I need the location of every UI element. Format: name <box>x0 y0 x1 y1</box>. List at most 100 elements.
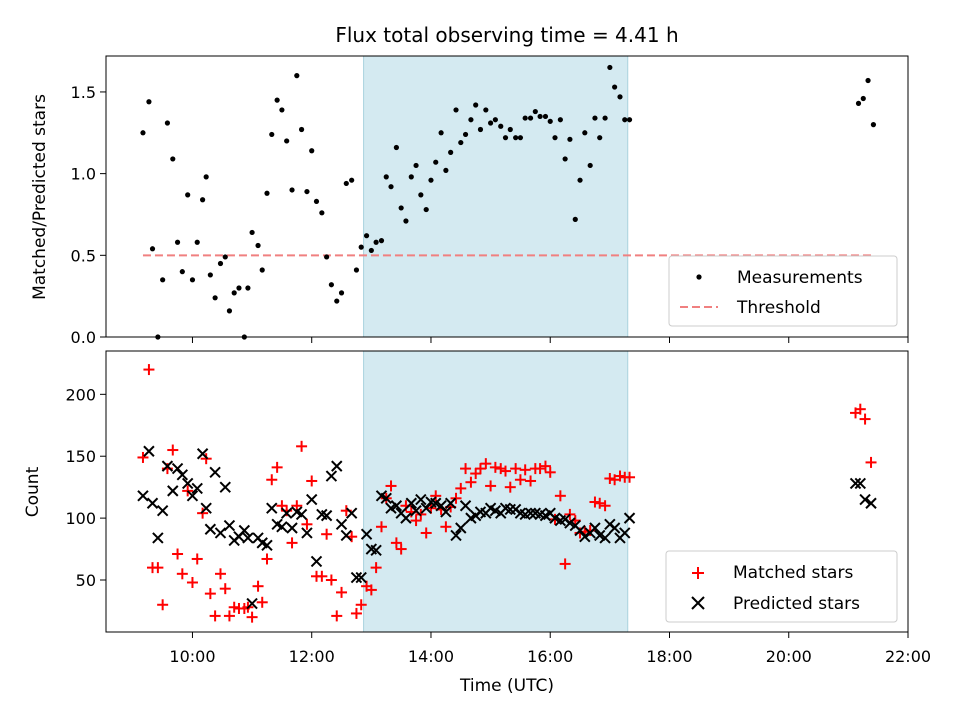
measurement-point <box>140 130 146 136</box>
predicted-star-point <box>156 504 169 517</box>
top-shaded-span <box>363 55 629 338</box>
predicted-star-point <box>859 493 871 506</box>
measurement-point <box>274 97 280 103</box>
matched-star-point <box>495 463 507 475</box>
top-legend: Measurements Threshold <box>668 255 898 327</box>
measurement-point <box>194 239 200 245</box>
measurement-point <box>378 238 385 244</box>
top-plot-frame <box>105 55 909 338</box>
measurement-point <box>567 136 573 142</box>
predicted-stars-series <box>137 445 877 610</box>
measurement-point <box>547 118 553 124</box>
matched-star-point <box>514 474 526 486</box>
predicted-star-point <box>223 519 236 532</box>
measurement-point <box>542 113 549 120</box>
predicted-star-point <box>209 466 221 479</box>
measurement-point <box>217 260 224 267</box>
predicted-star-point <box>574 524 586 537</box>
matched-star-point <box>465 476 477 488</box>
predicted-star-point <box>325 470 338 482</box>
matched-star-point <box>614 470 626 482</box>
measurement-point <box>612 84 618 90</box>
measurement-point <box>562 156 568 162</box>
measurement-point <box>582 130 588 136</box>
measurement-point <box>363 233 370 239</box>
matched-star-point <box>390 537 402 549</box>
predicted-star-point <box>214 527 227 539</box>
matched-star-point <box>525 475 537 487</box>
predicted-star-point <box>455 522 467 534</box>
predicted-star-point <box>390 500 403 512</box>
top-y-axis: 0.0 0.5 1.0 1.5 <box>71 83 106 347</box>
predicted-star-point <box>276 521 288 533</box>
matched-star-point <box>854 403 866 415</box>
measurement-point <box>572 216 578 222</box>
matched-star-point <box>167 444 179 456</box>
measurement-point <box>622 117 628 123</box>
measurement-point <box>865 77 871 84</box>
predicted-star-point <box>137 490 149 502</box>
predicted-star-point <box>186 490 199 502</box>
measurements-series <box>140 64 877 340</box>
matched-star-point <box>430 490 442 502</box>
matched-star-point <box>228 601 240 613</box>
measurement-point <box>860 95 866 102</box>
measurement-point <box>185 192 191 198</box>
top-panel: 0.0 0.5 1.0 1.5 Flux total observing time =… <box>30 23 909 347</box>
predicted-star-point <box>238 524 251 537</box>
measurement-point <box>492 117 498 123</box>
x-tick-label: 18:00 <box>646 647 692 666</box>
predicted-star-point <box>286 522 298 534</box>
predicted-star-point <box>335 518 348 531</box>
predicted-star-point <box>459 500 472 512</box>
predicted-star-point <box>196 448 209 460</box>
measurement-point <box>522 115 528 121</box>
measurement-point <box>537 113 543 120</box>
measurement-point <box>557 117 563 123</box>
predicted-star-point <box>360 528 373 540</box>
matched-star-point <box>336 586 348 598</box>
matched-star-point <box>286 537 298 549</box>
legend-threshold-label: Threshold <box>736 298 821 318</box>
measurement-point <box>532 108 538 115</box>
matched-star-point <box>350 607 362 619</box>
measurement-point <box>334 298 340 304</box>
predicted-star-point <box>242 532 254 544</box>
matched-star-point <box>470 468 482 480</box>
measurement-point <box>231 290 237 296</box>
matched-star-point <box>559 558 571 570</box>
measurement-point <box>146 99 152 105</box>
matched-star-point <box>589 496 601 508</box>
measurement-point <box>498 123 504 129</box>
matched-star-point <box>256 596 268 608</box>
predicted-star-point <box>320 509 333 522</box>
matched-star-point <box>460 463 472 475</box>
measurement-point <box>855 100 862 106</box>
measurement-point <box>477 126 484 133</box>
matched-star-point <box>504 481 516 493</box>
predicted-star-point <box>301 527 313 539</box>
x-tick-label: 12:00 <box>289 647 335 666</box>
matched-star-point <box>331 610 343 622</box>
measurement-point <box>207 272 213 278</box>
predicted-star-point <box>261 539 273 552</box>
predicted-star-point <box>310 555 323 568</box>
x-tick-label: 16:00 <box>527 647 573 666</box>
measurement-point <box>284 138 290 144</box>
predicted-star-point <box>579 530 591 543</box>
measurement-point <box>443 167 449 173</box>
matched-star-point <box>534 463 546 475</box>
measurement-point <box>448 149 454 155</box>
matched-star-point <box>176 568 188 580</box>
measurement-point <box>189 277 196 283</box>
top-y-tick-label: 0.5 <box>71 246 96 265</box>
measurement-point <box>453 107 459 113</box>
chart-title: Flux total observing time = 4.41 h <box>335 23 678 47</box>
matched-star-point <box>214 568 226 580</box>
predicted-star-point <box>171 462 184 475</box>
bottom-shaded-span <box>363 350 629 633</box>
measurement-point <box>368 247 374 254</box>
x-tick-label: 22:00 <box>885 647 931 666</box>
predicted-star-point <box>176 469 189 481</box>
